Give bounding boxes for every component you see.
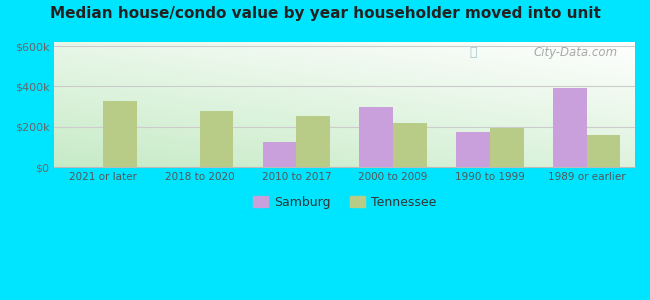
Bar <box>200 111 233 167</box>
Bar <box>393 123 427 167</box>
Text: ⓘ: ⓘ <box>469 46 477 59</box>
Bar <box>103 100 136 167</box>
Bar <box>490 128 524 167</box>
Bar <box>296 116 330 167</box>
Text: Median house/condo value by year householder moved into unit: Median house/condo value by year househo… <box>49 6 601 21</box>
Bar <box>359 106 393 167</box>
Text: City-Data.com: City-Data.com <box>534 46 618 59</box>
Bar <box>456 132 490 167</box>
Bar <box>586 134 621 167</box>
Bar <box>552 88 586 167</box>
Bar <box>263 142 296 167</box>
Legend: Samburg, Tennessee: Samburg, Tennessee <box>248 190 441 214</box>
